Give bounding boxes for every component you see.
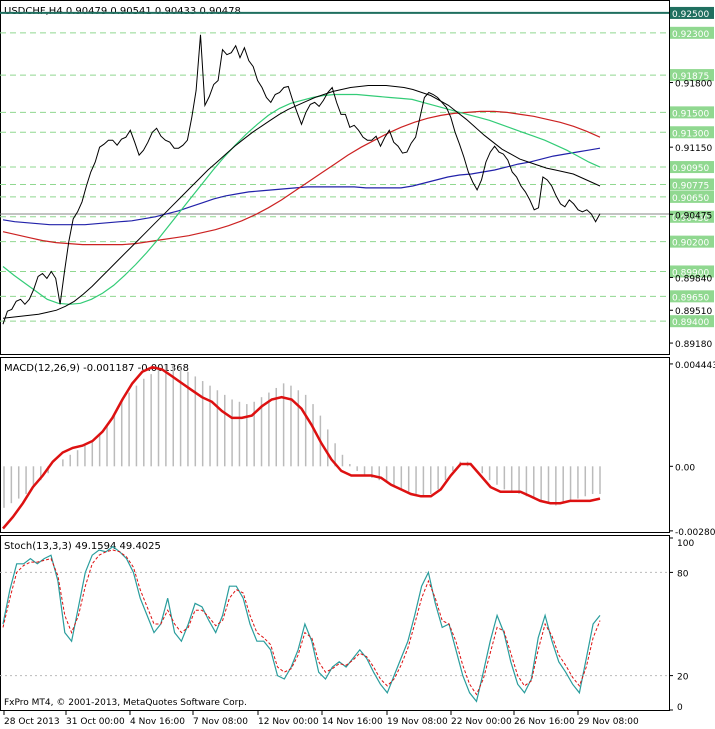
macd-ticks: 0.004443 0.00 -0.002801 — [669, 361, 715, 538]
level-box-12 — [670, 315, 714, 328]
macd-panel: MACD(12,26,9) -0.001187 -0.001368 0.0044… — [0, 357, 715, 538]
stoch-signal-line — [2, 549, 601, 696]
level-label-11: 0.89650 — [672, 293, 709, 303]
macd-signal-line — [2, 365, 601, 530]
price-panel-frame — [0, 0, 670, 355]
level-label-12: 0.89400 — [672, 318, 709, 328]
x-tick-label-7: 22 Nov 00:00 — [451, 717, 512, 727]
level-box-9 — [670, 235, 714, 248]
price-tick-label-1: 0.91150 — [675, 144, 712, 154]
sma-red-line — [2, 110, 601, 246]
stoch-tick-label-3: 0 — [677, 703, 683, 713]
level-label-5: 0.90950 — [672, 164, 709, 174]
level-label-6: 0.90775 — [672, 181, 709, 191]
level-box-11 — [670, 290, 714, 303]
stoch-title: Stoch(13,3,3) 49.1594 49.4025 — [4, 541, 161, 552]
macd-tick-label-1: 0.00 — [675, 463, 695, 473]
level-box-10 — [670, 265, 714, 278]
level-label-7: 0.90650 — [672, 194, 709, 204]
level-box-8 — [670, 210, 714, 223]
price-tick-label-2: 0.90475 — [675, 211, 712, 221]
stoch-panel: Stoch(13,3,3) 49.1594 49.4025 100 80 20 0 F… — [0, 535, 694, 713]
price-series-group — [2, 34, 601, 325]
level-box-3 — [670, 106, 714, 119]
x-tick-label-0: 28 Oct 2013 — [4, 717, 60, 727]
macd-tick-label-0: 0.004443 — [675, 361, 715, 371]
stoch-panel-frame — [0, 535, 670, 711]
x-tick-label-3: 7 Nov 08:00 — [193, 717, 248, 727]
level-box-4 — [670, 126, 714, 139]
macd-signal-group — [2, 365, 601, 530]
stoch-tick-label-0: 100 — [677, 539, 694, 549]
level-label-1: 0.92300 — [672, 30, 709, 40]
x-tick-label-2: 4 Nov 16:00 — [130, 717, 185, 727]
level-label-2: 0.91875 — [672, 72, 709, 82]
stoch-tick-label-2: 20 — [677, 673, 689, 683]
level-label-9: 0.90200 — [672, 239, 709, 249]
level-label-4: 0.91300 — [672, 129, 709, 139]
x-tick-label-6: 19 Nov 08:00 — [387, 717, 448, 727]
x-tick-label-4: 12 Nov 00:00 — [258, 717, 319, 727]
sma-green-line — [2, 93, 601, 305]
level-label-0: 0.92500 — [672, 10, 709, 20]
stoch-tick-label-1: 80 — [677, 569, 689, 579]
sma-blue-line — [2, 147, 601, 226]
x-tick-label-1: 31 Oct 00:00 — [66, 717, 125, 727]
level-label-8: 0.90450 — [672, 214, 709, 224]
level-box-2 — [670, 69, 714, 82]
level-box-0 — [670, 6, 714, 19]
level-box-1 — [670, 26, 714, 39]
x-axis: 28 Oct 2013 31 Oct 00:00 4 Nov 16:00 7 Nov … — [3, 711, 639, 727]
level-box-6 — [670, 178, 714, 191]
price-tick-label-5: 0.89180 — [675, 340, 712, 350]
watermark: FxPro MT4, © 2001-2013, MetaQuotes Softw… — [4, 698, 247, 708]
price-panel: USDCHF,H4 0.90479 0.90541 0.90433 0.9047… — [0, 0, 714, 355]
price-tick-label-0: 0.91800 — [675, 80, 712, 90]
level-label-3: 0.91500 — [672, 109, 709, 119]
x-tick-label-8: 26 Nov 16:00 — [514, 717, 575, 727]
sma-black-line — [2, 85, 601, 319]
price-tick-label-3: 0.89840 — [675, 274, 712, 284]
price-levels: 0.92500 0.92300 0.91875 0.91500 0.91300 0.909… — [0, 6, 714, 328]
symbol-header: USDCHF,H4 0.90479 0.90541 0.90433 0.9047… — [4, 6, 241, 17]
x-tick-label-9: 29 Nov 08:00 — [578, 717, 639, 727]
stoch-lines — [2, 545, 601, 703]
price-tick-label-4: 0.89510 — [675, 307, 712, 317]
level-box-5 — [670, 161, 714, 174]
x-tick-label-5: 14 Nov 16:00 — [322, 717, 383, 727]
price-ticks: 0.91800 0.91150 0.90475 0.89840 0.89510 0.891… — [669, 80, 712, 350]
macd-tick-label-2: -0.002801 — [675, 528, 715, 538]
price-line — [2, 34, 601, 325]
stoch-ticks: 100 80 20 0 — [0, 537, 694, 713]
stoch-main-line — [2, 545, 601, 703]
macd-panel-frame — [0, 357, 670, 533]
level-label-10: 0.89900 — [672, 268, 709, 278]
level-box-7 — [670, 190, 714, 203]
macd-title: MACD(12,26,9) -0.001187 -0.001368 — [4, 363, 189, 374]
